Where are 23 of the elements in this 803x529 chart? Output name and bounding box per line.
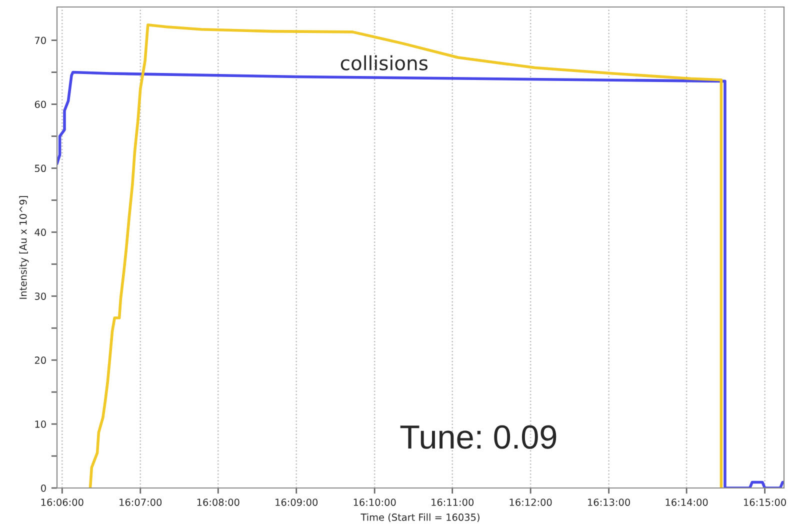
x-axis-title: Time (Start Fill = 16035) — [360, 513, 480, 522]
annotation: Tune: 0.09 — [400, 425, 556, 449]
y-tick-label: 10 — [35, 420, 46, 428]
x-tick-label: 16:10:00 — [354, 498, 396, 506]
x-tick-label: 16:13:00 — [588, 498, 630, 506]
y-tick-label: 30 — [34, 292, 46, 300]
y-axis-title: Intensity [Au x 10^9] — [19, 196, 29, 299]
annotation: collisions — [340, 55, 428, 70]
x-tick-label: 16:09:00 — [276, 498, 318, 506]
y-tick-label: 40 — [34, 228, 46, 236]
y-tick-label: 0 — [41, 484, 46, 492]
y-tick-label: 70 — [35, 36, 46, 44]
x-tick-label: 16:06:00 — [41, 498, 84, 506]
y-tick-label: 20 — [34, 356, 46, 364]
line-series — [88, 24, 723, 488]
x-tick-label: 16:14:00 — [666, 498, 708, 506]
x-tick-label: 16:08:00 — [197, 498, 240, 506]
x-tick-label: 16:15:00 — [744, 498, 786, 506]
x-tick-label: 16:12:00 — [510, 498, 552, 506]
y-tick-label: 60 — [34, 100, 46, 108]
x-tick-label: 16:07:00 — [120, 498, 162, 506]
x-tick-label: 16:11:00 — [432, 498, 474, 506]
y-tick-label: 50 — [34, 164, 46, 172]
